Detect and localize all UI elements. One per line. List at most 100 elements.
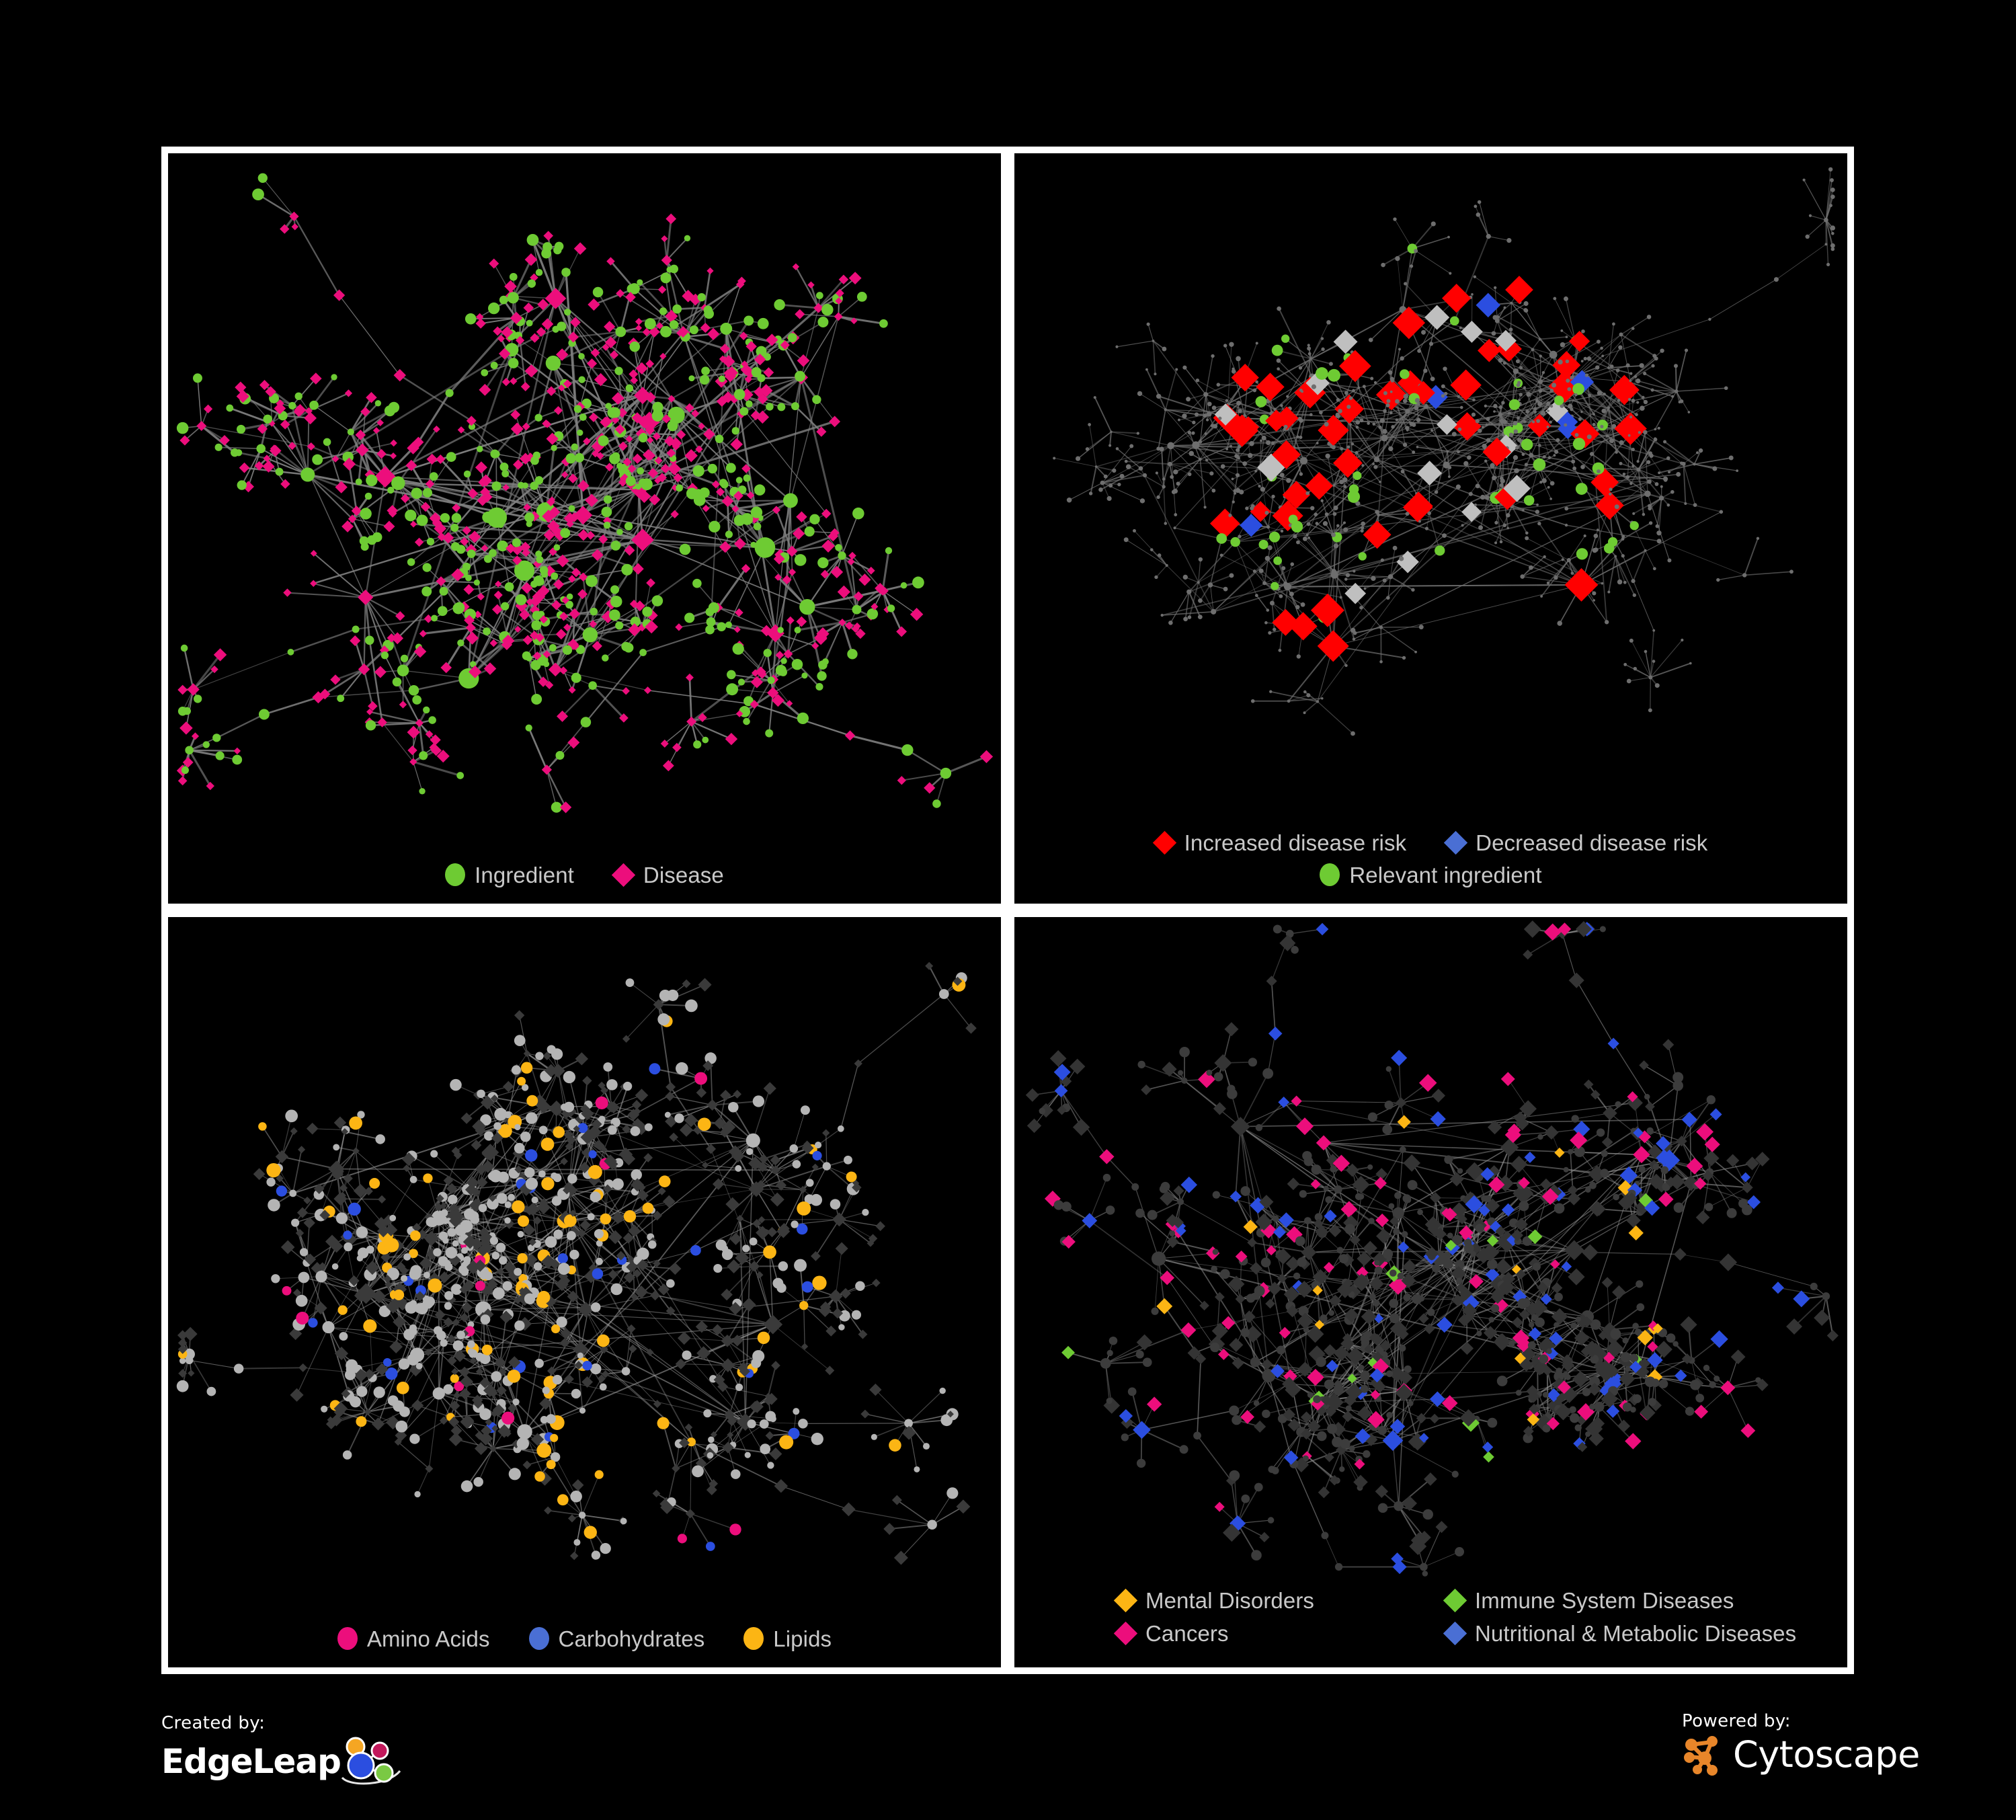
network-node[interactable]	[494, 1107, 508, 1121]
network-node[interactable]	[1524, 463, 1528, 467]
network-node[interactable]	[488, 302, 500, 315]
network-node[interactable]	[1672, 1341, 1679, 1347]
network-node[interactable]	[1025, 1088, 1039, 1102]
network-node[interactable]	[789, 1144, 799, 1153]
network-node[interactable]	[693, 740, 702, 749]
network-node[interactable]	[1310, 1179, 1321, 1189]
network-node[interactable]	[1210, 508, 1240, 539]
network-node[interactable]	[387, 633, 397, 643]
network-node[interactable]	[1407, 1400, 1414, 1407]
network-node[interactable]	[763, 1082, 776, 1095]
network-node[interactable]	[851, 1310, 862, 1320]
network-node[interactable]	[774, 299, 785, 311]
network-node[interactable]	[1623, 580, 1627, 584]
network-node[interactable]	[1500, 1072, 1515, 1086]
network-node[interactable]	[1273, 407, 1277, 411]
network-node[interactable]	[591, 1119, 602, 1130]
network-node[interactable]	[1549, 350, 1558, 359]
network-node[interactable]	[1418, 1074, 1437, 1092]
network-node[interactable]	[1574, 1146, 1585, 1157]
network-node[interactable]	[177, 684, 188, 695]
network-node[interactable]	[176, 422, 189, 434]
network-node[interactable]	[507, 1370, 521, 1383]
network-node[interactable]	[1650, 388, 1654, 392]
network-node[interactable]	[490, 361, 498, 369]
network-node[interactable]	[604, 336, 617, 349]
network-node[interactable]	[788, 568, 797, 576]
network-node[interactable]	[1325, 453, 1330, 459]
network-node[interactable]	[1313, 1395, 1321, 1404]
network-node[interactable]	[1188, 450, 1195, 457]
network-node[interactable]	[621, 563, 633, 576]
network-node[interactable]	[675, 623, 683, 631]
network-node[interactable]	[649, 1063, 661, 1075]
network-node[interactable]	[604, 1154, 617, 1168]
network-node[interactable]	[470, 1357, 477, 1364]
network-node[interactable]	[616, 1251, 626, 1261]
network-node[interactable]	[622, 686, 630, 695]
network-node[interactable]	[1162, 477, 1166, 481]
network-node[interactable]	[1342, 1411, 1354, 1423]
network-node[interactable]	[537, 299, 549, 311]
network-node[interactable]	[508, 358, 519, 368]
network-node[interactable]	[493, 590, 503, 600]
network-node[interactable]	[616, 463, 623, 469]
network-node[interactable]	[1100, 1357, 1111, 1369]
network-node[interactable]	[665, 1091, 675, 1101]
network-node[interactable]	[1295, 1236, 1305, 1247]
network-node[interactable]	[452, 1240, 459, 1247]
network-node[interactable]	[1375, 510, 1379, 514]
network-node[interactable]	[1730, 1349, 1746, 1365]
network-node[interactable]	[1386, 1370, 1394, 1378]
network-node[interactable]	[514, 560, 535, 581]
network-node[interactable]	[1533, 407, 1537, 411]
network-node[interactable]	[514, 1142, 525, 1154]
network-node[interactable]	[290, 1127, 298, 1135]
network-node[interactable]	[639, 432, 647, 441]
network-node[interactable]	[395, 1420, 408, 1433]
network-node[interactable]	[1225, 399, 1229, 402]
network-node[interactable]	[1539, 1354, 1549, 1364]
network-node[interactable]	[1157, 553, 1162, 557]
network-node[interactable]	[524, 512, 534, 523]
network-node[interactable]	[1306, 693, 1311, 698]
network-node[interactable]	[553, 544, 561, 551]
network-node[interactable]	[540, 1138, 555, 1151]
network-node[interactable]	[403, 1164, 411, 1173]
network-node[interactable]	[628, 1224, 641, 1238]
network-node[interactable]	[409, 1176, 417, 1183]
network-node[interactable]	[494, 1356, 506, 1368]
network-node[interactable]	[860, 1409, 870, 1419]
network-node[interactable]	[624, 522, 633, 530]
network-node[interactable]	[1223, 586, 1228, 592]
network-node[interactable]	[1307, 344, 1310, 347]
network-node[interactable]	[1474, 503, 1477, 506]
network-node[interactable]	[263, 414, 272, 424]
network-node[interactable]	[771, 1361, 780, 1370]
network-node[interactable]	[1423, 368, 1428, 373]
network-node[interactable]	[395, 611, 405, 621]
network-node[interactable]	[428, 1278, 442, 1293]
network-node[interactable]	[632, 563, 644, 575]
network-node[interactable]	[1646, 460, 1651, 465]
network-node[interactable]	[577, 1352, 583, 1359]
network-node[interactable]	[575, 1052, 589, 1066]
network-node[interactable]	[1533, 410, 1537, 413]
network-node[interactable]	[1644, 549, 1647, 552]
network-node[interactable]	[1506, 526, 1509, 530]
network-node[interactable]	[1680, 1316, 1697, 1333]
network-node[interactable]	[1377, 1425, 1387, 1435]
network-node[interactable]	[1459, 326, 1462, 329]
network-node[interactable]	[1400, 356, 1404, 361]
network-node[interactable]	[1643, 430, 1648, 435]
network-node[interactable]	[551, 1048, 563, 1060]
network-node[interactable]	[756, 410, 770, 424]
network-node[interactable]	[608, 609, 620, 621]
network-node[interactable]	[237, 480, 247, 490]
network-node[interactable]	[456, 1331, 465, 1339]
network-node[interactable]	[1726, 1208, 1737, 1218]
network-node[interactable]	[1461, 524, 1464, 527]
network-node[interactable]	[1194, 412, 1199, 417]
network-node[interactable]	[312, 454, 323, 465]
network-node[interactable]	[1596, 1128, 1605, 1137]
